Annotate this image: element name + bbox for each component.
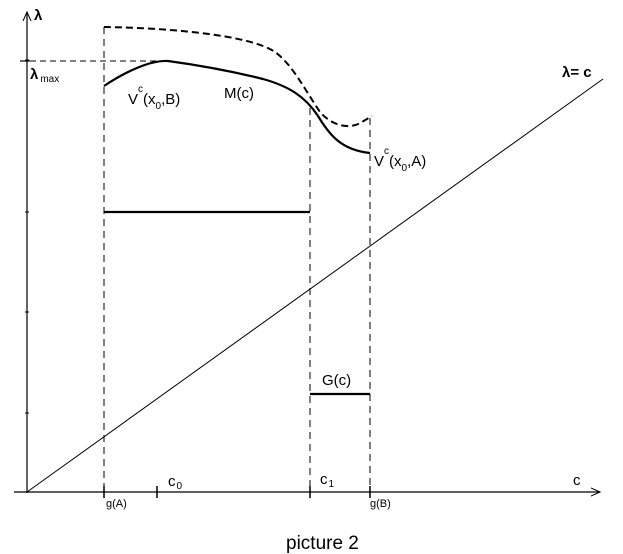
solid-curve — [103, 59, 371, 155]
gB-tick-label: g(B) — [370, 498, 391, 510]
mc-label: M(c) — [224, 85, 254, 102]
dashed-upper-curve — [103, 26, 373, 128]
gA-tick-label: g(A) — [106, 498, 127, 510]
diagonal-line — [26, 78, 604, 493]
c1-tick-label: c1 — [320, 471, 335, 490]
lambda-max-label: λ max — [30, 66, 59, 85]
y-axis-ticks — [25, 59, 29, 414]
figure-caption: picture 2 — [286, 533, 359, 554]
c0-tick-label: c0 — [168, 473, 183, 492]
va-label: Vc(x0,A) — [374, 146, 426, 174]
vb-label: Vc(x0,B) — [128, 84, 180, 112]
diagonal-label: λ= c — [562, 64, 592, 81]
y-axis-label: λ — [34, 7, 43, 24]
gc-label: G(c) — [322, 372, 351, 389]
x-axis-label: c — [573, 472, 581, 489]
